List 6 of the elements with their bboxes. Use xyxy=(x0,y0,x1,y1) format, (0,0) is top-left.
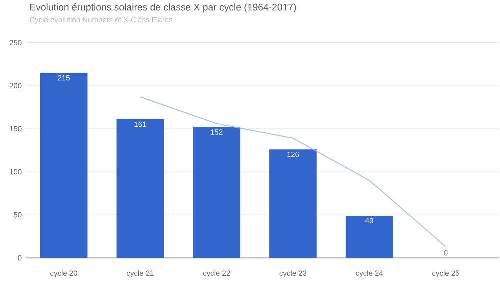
bar xyxy=(40,72,88,258)
bar xyxy=(346,216,394,258)
bar xyxy=(116,119,164,258)
bar xyxy=(270,150,317,258)
bar xyxy=(193,127,241,258)
chart-title: Evolution éruptions solaires de classe X par cycle (1964-2017) xyxy=(30,4,296,13)
